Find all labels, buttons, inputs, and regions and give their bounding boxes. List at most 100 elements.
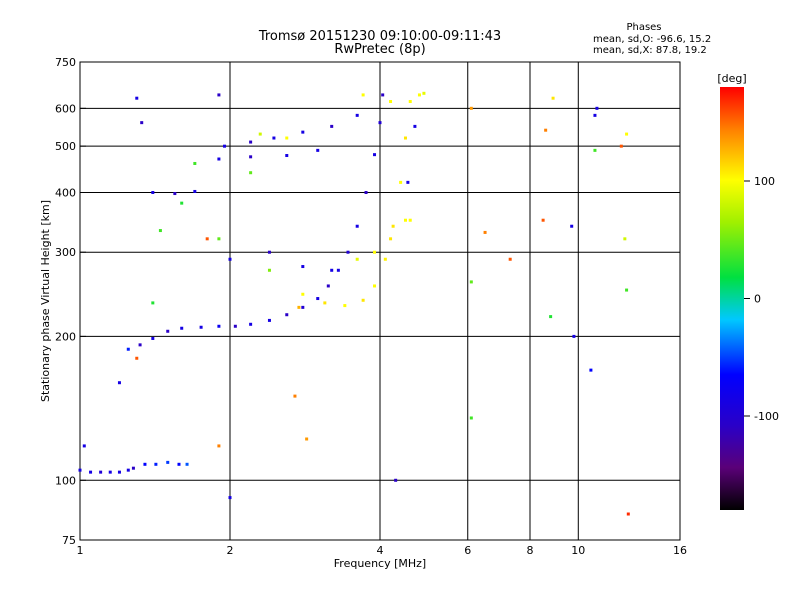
echo-point	[330, 124, 334, 128]
chart-subtitle: RwPretec (8p)	[334, 42, 425, 57]
echo-point	[217, 157, 221, 161]
echo-point	[267, 268, 271, 272]
colorbar: [deg] 100 0 -100	[717, 72, 779, 510]
echo-point	[258, 132, 262, 136]
echo-point	[135, 356, 139, 360]
x-tick-label: 1	[77, 544, 84, 557]
y-tick-label: 750	[55, 56, 76, 69]
echo-point	[151, 190, 155, 194]
echo-point	[293, 394, 297, 398]
echo-point	[391, 224, 395, 228]
echo-point	[595, 106, 599, 110]
echo-point	[541, 218, 545, 222]
echo-point	[228, 257, 232, 261]
echo-point	[205, 237, 209, 241]
echo-point	[373, 284, 377, 288]
echo-point	[570, 224, 574, 228]
echo-point	[249, 322, 253, 326]
echo-point	[158, 229, 162, 233]
y-tick-label: 500	[55, 140, 76, 153]
echo-point	[355, 224, 359, 228]
echo-point	[143, 462, 147, 466]
echo-point	[301, 265, 305, 269]
echo-point	[99, 470, 103, 474]
echo-point	[138, 343, 142, 347]
y-tick-label: 75	[62, 534, 76, 547]
echo-point	[180, 201, 184, 205]
echo-point	[355, 257, 359, 261]
echo-point	[399, 180, 403, 184]
echo-point	[180, 326, 184, 330]
echo-point	[233, 324, 237, 328]
echo-point	[78, 468, 82, 472]
echo-point	[173, 192, 177, 196]
echo-point	[217, 324, 221, 328]
echo-point	[249, 140, 253, 144]
x-tick-label: 10	[571, 544, 585, 557]
echo-point	[117, 381, 121, 385]
echo-point	[408, 218, 412, 222]
echo-point	[394, 478, 398, 482]
grid-lines	[80, 62, 680, 540]
echo-point	[199, 325, 203, 329]
echo-point	[154, 462, 158, 466]
echo-point	[625, 288, 629, 292]
echo-point	[469, 416, 473, 420]
echo-point	[108, 470, 112, 474]
echo-point	[301, 130, 305, 134]
y-tick-label: 100	[55, 474, 76, 487]
colorbar-tick-label: 0	[754, 293, 761, 306]
echo-point	[140, 121, 144, 125]
y-tick-label: 600	[55, 102, 76, 115]
echo-point	[217, 93, 221, 97]
phase-stats-x: mean, sd,X: 87.8, 19.2	[593, 45, 707, 56]
echo-point	[193, 189, 197, 193]
echo-point	[285, 154, 289, 158]
echo-point	[508, 257, 512, 261]
echo-point	[551, 96, 555, 100]
echo-point	[316, 297, 320, 301]
echo-point	[217, 237, 221, 241]
echo-points	[78, 91, 630, 516]
echo-point	[549, 315, 553, 319]
echo-point	[285, 136, 289, 140]
echo-point	[249, 155, 253, 159]
y-axis-label: Stationary phase Virtual Height [km]	[39, 200, 52, 402]
echo-point	[185, 462, 189, 466]
echo-point	[297, 305, 301, 309]
echo-point	[408, 100, 412, 104]
x-axis-label: Frequency [MHz]	[334, 557, 426, 570]
echo-point	[267, 250, 271, 254]
echo-point	[623, 237, 627, 241]
echo-point	[326, 284, 330, 288]
echo-point	[223, 144, 227, 148]
x-tick-label: 16	[673, 544, 687, 557]
y-tick-label: 200	[55, 330, 76, 343]
colorbar-tick-label: 100	[754, 175, 775, 188]
echo-point	[403, 136, 407, 140]
echo-point	[166, 329, 170, 333]
echo-point	[316, 148, 320, 152]
echo-point	[383, 257, 387, 261]
chart-title: Tromsø 20151230 09:10:00-09:11:43	[258, 29, 501, 44]
echo-point	[228, 496, 232, 500]
echo-point	[373, 250, 377, 254]
echo-point	[625, 132, 629, 136]
echo-point	[619, 144, 623, 148]
echo-point	[361, 298, 365, 302]
phase-stats: Phases mean, sd,O: -96.6, 15.2 mean, sd,…	[593, 22, 711, 56]
phase-stats-heading: Phases	[626, 22, 661, 33]
echo-point	[336, 268, 340, 272]
echo-point	[346, 250, 350, 254]
echo-point	[413, 124, 417, 128]
echo-point	[217, 444, 221, 448]
echo-point	[364, 190, 368, 194]
echo-point	[135, 96, 139, 100]
echo-point	[126, 468, 130, 472]
echo-point	[323, 301, 327, 305]
y-tick-label: 300	[55, 246, 76, 259]
echo-point	[406, 180, 410, 184]
echo-point	[343, 304, 347, 308]
echo-point	[389, 237, 393, 241]
